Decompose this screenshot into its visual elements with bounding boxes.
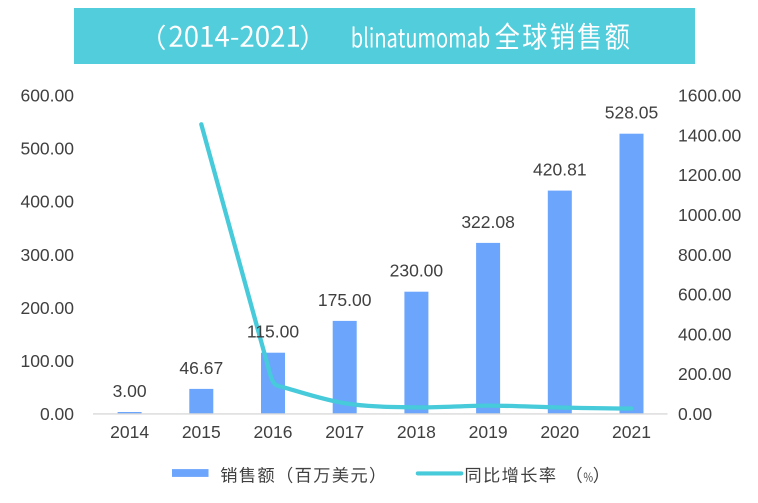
svg-text:3.00: 3.00	[113, 381, 147, 401]
svg-text:600.00: 600.00	[20, 86, 74, 106]
svg-text:2020: 2020	[540, 422, 579, 442]
svg-text:1400.00: 1400.00	[678, 126, 742, 146]
svg-text:600.00: 600.00	[678, 285, 732, 305]
svg-text:46.67: 46.67	[179, 358, 223, 378]
svg-text:1200.00: 1200.00	[678, 165, 742, 185]
svg-text:300.00: 300.00	[20, 245, 74, 265]
svg-text:175.00: 175.00	[318, 290, 372, 310]
svg-text:0.00: 0.00	[40, 404, 74, 424]
svg-text:400.00: 400.00	[678, 324, 732, 344]
svg-text:2015: 2015	[182, 422, 221, 442]
svg-text:2014: 2014	[110, 422, 149, 442]
svg-text:2017: 2017	[325, 422, 364, 442]
svg-text:800.00: 800.00	[678, 245, 732, 265]
svg-text:2021: 2021	[612, 422, 651, 442]
svg-text:2016: 2016	[254, 422, 293, 442]
svg-text:100.00: 100.00	[20, 351, 74, 371]
svg-text:200.00: 200.00	[20, 298, 74, 318]
svg-text:528.05: 528.05	[605, 103, 659, 123]
svg-text:0.00: 0.00	[678, 404, 712, 424]
svg-text:1000.00: 1000.00	[678, 205, 742, 225]
svg-text:115.00: 115.00	[247, 322, 299, 342]
svg-text:1600.00: 1600.00	[678, 86, 742, 106]
svg-text:420.81: 420.81	[533, 160, 587, 180]
svg-text:400.00: 400.00	[20, 192, 74, 212]
svg-text:200.00: 200.00	[678, 364, 732, 384]
svg-text:2019: 2019	[469, 422, 508, 442]
svg-text:2018: 2018	[397, 422, 436, 442]
svg-text:500.00: 500.00	[20, 139, 74, 159]
svg-text:322.08: 322.08	[461, 212, 515, 232]
svg-text:230.00: 230.00	[390, 261, 444, 281]
